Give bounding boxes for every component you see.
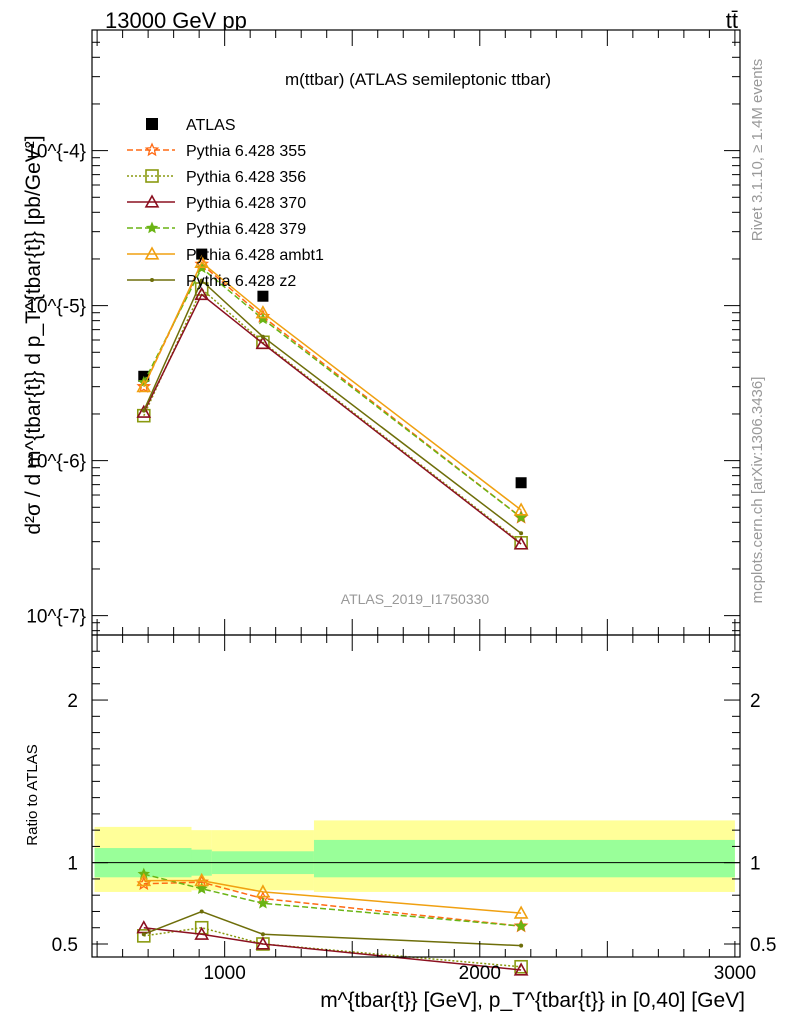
ratio-y-tick-label-right: 0.5: [750, 935, 776, 956]
point-ambt1: [136, 379, 152, 393]
ratio-point-p370: [194, 926, 210, 940]
ratio-frame: [91, 634, 741, 958]
ratio-line-ambt1: [143, 879, 522, 914]
ratio-x-tick-label: 2000: [459, 963, 501, 984]
ratio-y-tick-label: 1: [67, 854, 78, 875]
ratio-point-p379: [514, 919, 528, 932]
legend-label-atlas: ATLAS: [186, 117, 236, 134]
ratio-x-tick-label: 3000: [714, 963, 756, 984]
ratio-point-z2: [519, 943, 524, 948]
ratio-point-ambt1: [513, 905, 529, 919]
rivet-label: Rivet 3.1.10, ≥ 1.4M events: [749, 59, 766, 242]
ratio-ylabel: Ratio to ATLAS: [24, 744, 41, 845]
y-tick-label: 10^{-6}: [26, 452, 86, 473]
point-p370: [255, 335, 271, 350]
point-ambt1: [255, 305, 271, 319]
ratio-y-tick-label: 0.5: [52, 935, 78, 956]
ratio-panel: 0.5 0.5 1 1 2 2 1000 2000 3000 Ratio to ATLAS m^…: [24, 634, 776, 1012]
point-atlas: [515, 477, 527, 489]
ratio-point-ambt1: [194, 872, 210, 887]
point-p379: [514, 510, 528, 523]
ratio-point-p370: [136, 920, 152, 934]
y-tick-label: 10^{-7}: [26, 607, 86, 628]
band-inner: [313, 839, 735, 878]
ratio-marks: [136, 867, 529, 976]
y-tick-label: 10^{-5}: [26, 297, 86, 318]
y-tick-label: 10^{-4}: [26, 142, 86, 163]
ratio-x-tick-label: 1000: [204, 963, 246, 984]
point-p370: [513, 536, 529, 550]
ratio-point-ambt1: [136, 872, 152, 887]
point-ambt1: [194, 254, 210, 269]
series-line-z2: [143, 279, 522, 534]
ratio-point-p379: [256, 896, 270, 909]
legend-marker-p355: [144, 142, 160, 157]
legend-marker-p356: [145, 169, 159, 183]
main-ylabel: d²σ / d m^{tbar{t}} d p_T^{tbar{t}} [pb/…: [22, 135, 45, 534]
point-p370: [194, 286, 210, 301]
legend-label-p355: Pythia 6.428 355: [186, 143, 306, 160]
mcplots-label: mcplots.cern.ch [arXiv:1306.3436]: [749, 377, 766, 604]
ratio-point-p370: [255, 936, 271, 950]
ratio-y-tick-label-right: 1: [750, 854, 761, 875]
legend: ATLAS Pythia 6.428 355 Pythia 6.428 356 Pyt…: [127, 117, 324, 290]
ratio-point-z2: [141, 932, 146, 937]
legend-label-p356: Pythia 6.428 356: [186, 169, 306, 186]
ratio-point-p356: [514, 959, 528, 974]
ratio-line-p379: [143, 873, 522, 927]
legend-marker-ambt1: [144, 246, 160, 260]
header-right: tt̄: [726, 8, 738, 33]
point-atlas: [196, 248, 208, 260]
legend-label-z2: Pythia 6.428 z2: [186, 273, 296, 290]
main-axes: 10^{-7} 10^{-6} 10^{-5} 10^{-4}: [26, 30, 740, 635]
ratio-line-z2: [143, 910, 522, 947]
ratio-xlabel: m^{tbar{t}} [GeV], p_T^{tbar{t}} in [0,4…: [320, 989, 745, 1012]
legend-marker-atlas: [146, 118, 158, 130]
ratio-point-z2: [260, 932, 265, 937]
legend-marker-z2: [150, 278, 154, 282]
ratio-y-tick-label: 2: [67, 691, 78, 712]
point-atlas: [257, 290, 269, 302]
point-ambt1: [513, 502, 529, 516]
point-z2: [141, 408, 146, 413]
ratio-line-p356: [143, 926, 522, 968]
header-left: 13000 GeV pp: [105, 8, 247, 33]
point-z2: [199, 278, 204, 283]
point-z2: [260, 334, 265, 339]
series-line-ambt1: [143, 261, 522, 511]
ratio-axes: 0.5 0.5 1 1 2 2 1000 2000 3000: [52, 635, 776, 984]
legend-marker-p379: [145, 221, 159, 234]
main-panel: 10^{-7} 10^{-6} 10^{-5} 10^{-4} m(ttbar) (A…: [22, 29, 741, 636]
chart-title: m(ttbar) (ATLAS semileptonic ttbar): [285, 70, 551, 89]
point-z2: [519, 531, 524, 536]
ratio-line-p355: [143, 881, 522, 927]
ratio-point-p370: [513, 962, 529, 976]
point-p370: [136, 404, 152, 418]
legend-label-p379: Pythia 6.428 379: [186, 221, 306, 238]
main-marks: [136, 248, 529, 550]
ratio-point-p379: [195, 882, 208, 894]
ratio-point-p356: [136, 929, 151, 943]
legend-marker-p370: [144, 194, 160, 208]
legend-label-p370: Pythia 6.428 370: [186, 195, 306, 212]
series-line-p370: [143, 293, 522, 545]
legend-label-ambt1: Pythia 6.428 ambt1: [186, 247, 324, 264]
ratio-point-z2: [199, 909, 204, 914]
ratio-point-ambt1: [255, 884, 271, 898]
point-p355: [136, 379, 152, 393]
analysis-watermark: ATLAS_2019_I1750330: [341, 591, 490, 607]
ratio-y-tick-label-right: 2: [750, 691, 761, 712]
